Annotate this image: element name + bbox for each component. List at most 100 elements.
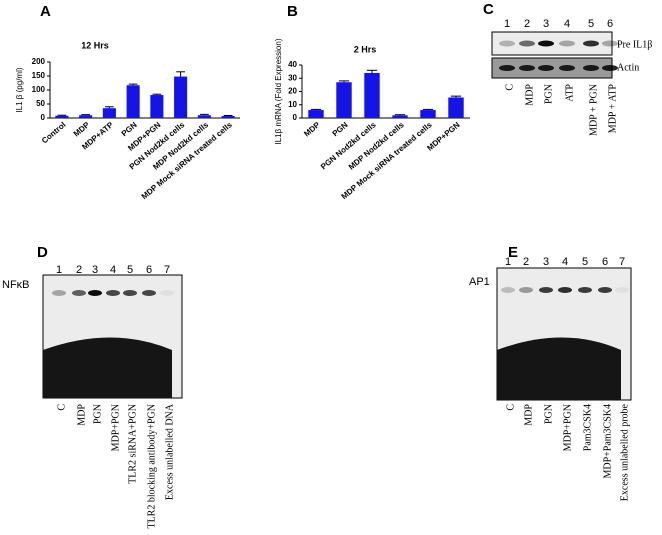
gel-band bbox=[559, 65, 575, 71]
lane-number: 2 bbox=[524, 18, 530, 30]
lane-number: 1 bbox=[56, 264, 62, 276]
gel-band bbox=[142, 290, 156, 296]
x-tick-label: MDP bbox=[302, 120, 322, 139]
bar bbox=[392, 115, 408, 118]
bar bbox=[336, 82, 352, 118]
lane-label: MDP bbox=[76, 404, 87, 426]
x-tick-label: PGN bbox=[120, 120, 139, 138]
lane-number: 2 bbox=[76, 264, 82, 276]
lane-label: C bbox=[505, 404, 516, 411]
lane-number: 3 bbox=[92, 264, 98, 276]
y-tick-label: 200 bbox=[32, 57, 46, 66]
gel-band bbox=[615, 287, 629, 293]
lane-label: MDP bbox=[523, 404, 534, 426]
gel-band bbox=[602, 65, 618, 71]
lane-number: 1 bbox=[505, 256, 511, 268]
lane-label: PGN bbox=[543, 84, 554, 104]
bar bbox=[197, 115, 211, 118]
gel-band bbox=[602, 40, 618, 47]
gel-band bbox=[558, 287, 572, 293]
lane-number: 4 bbox=[562, 256, 568, 268]
gel-band bbox=[578, 287, 592, 293]
lane-number: 5 bbox=[582, 256, 588, 268]
panel-label: B bbox=[287, 3, 298, 20]
lane-label: Pam3CSK4 bbox=[582, 404, 593, 451]
gel-band bbox=[160, 290, 174, 296]
gel-band bbox=[583, 65, 599, 71]
lane-label: PGN bbox=[92, 404, 103, 424]
lane-label: C bbox=[56, 404, 67, 411]
gel-band bbox=[538, 65, 554, 71]
y-tick-label: 150 bbox=[32, 71, 46, 80]
lane-label: MDP bbox=[524, 84, 535, 106]
y-axis-label: IL1β mRNA (Fold Expression) bbox=[274, 38, 283, 144]
lane-number: 4 bbox=[110, 264, 116, 276]
y-axis-label: IL1 β (pg/ml) bbox=[15, 67, 24, 112]
x-tick-label: MDP bbox=[72, 120, 92, 139]
gel-band bbox=[88, 290, 102, 296]
gel-band bbox=[538, 40, 554, 47]
bar bbox=[221, 116, 235, 118]
lane-label: ATP bbox=[564, 84, 575, 102]
gel-free-probe bbox=[43, 337, 172, 398]
gel-band bbox=[559, 40, 575, 47]
bar bbox=[102, 108, 116, 118]
lane-number: 6 bbox=[607, 18, 613, 30]
lane-label: MDP + ATP bbox=[607, 84, 618, 134]
panel-label: E bbox=[508, 244, 518, 261]
lane-label: PGN bbox=[543, 404, 554, 424]
lane-label: MDP + PGN bbox=[588, 84, 599, 136]
lane-label: Excess unlabelled DNA bbox=[164, 403, 175, 500]
bar bbox=[150, 95, 164, 118]
lane-label: TLR2 blocking antibody+PGN bbox=[146, 404, 157, 529]
gel-band bbox=[598, 287, 612, 293]
lane-number: 1 bbox=[504, 18, 510, 30]
y-tick-label: 10 bbox=[288, 100, 297, 109]
lane-number: 5 bbox=[588, 18, 594, 30]
gel-band bbox=[106, 290, 120, 296]
gel-band bbox=[539, 287, 553, 293]
bar bbox=[420, 110, 436, 118]
gel-band bbox=[52, 290, 66, 296]
bar bbox=[79, 115, 93, 118]
lane-label: MDP+PGN bbox=[562, 404, 573, 451]
lane-label: C bbox=[504, 84, 515, 91]
bar bbox=[174, 76, 188, 118]
bar bbox=[126, 85, 140, 118]
gel-band bbox=[583, 40, 599, 47]
lane-number: 3 bbox=[543, 256, 549, 268]
band-label: Pre IL1β bbox=[617, 39, 652, 50]
lane-number: 6 bbox=[602, 256, 608, 268]
panel-label: A bbox=[40, 3, 51, 20]
gel-band bbox=[519, 65, 535, 71]
y-tick-label: 0 bbox=[293, 113, 298, 122]
lane-label: MDP+Pam3CSK4 bbox=[602, 404, 613, 479]
y-tick-label: 20 bbox=[288, 87, 297, 96]
x-tick-label: PGN bbox=[331, 120, 350, 138]
gel-band bbox=[499, 65, 515, 71]
chart-title: 2 Hrs bbox=[354, 44, 377, 54]
y-tick-label: 30 bbox=[288, 73, 297, 82]
lane-number: 2 bbox=[523, 256, 529, 268]
band-label: Actin bbox=[617, 62, 639, 73]
lane-number: 7 bbox=[619, 256, 625, 268]
lane-label: MDP+PGN bbox=[110, 404, 121, 451]
panel-label: C bbox=[483, 1, 494, 18]
lane-number: 6 bbox=[146, 264, 152, 276]
lane-number: 3 bbox=[543, 18, 549, 30]
y-tick-label: 0 bbox=[41, 113, 46, 122]
y-tick-label: 50 bbox=[36, 99, 45, 108]
gel-band bbox=[499, 40, 515, 47]
band-label: NFκB bbox=[2, 279, 30, 291]
y-tick-label: 100 bbox=[32, 85, 46, 94]
bar bbox=[308, 110, 324, 118]
band-label: AP1 bbox=[469, 276, 490, 288]
gel-free-probe bbox=[497, 337, 621, 400]
bar bbox=[364, 72, 380, 118]
x-tick-label: Control bbox=[40, 120, 68, 145]
panel-label: D bbox=[37, 244, 48, 261]
lane-label: Excess unlabelled probe bbox=[619, 403, 630, 501]
bar bbox=[448, 97, 464, 118]
gel-band bbox=[501, 287, 515, 293]
